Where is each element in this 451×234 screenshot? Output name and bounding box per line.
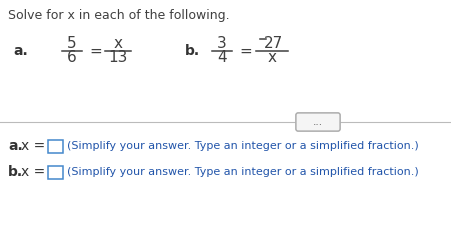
Text: (Simplify your answer. Type an integer or a simplified fraction.): (Simplify your answer. Type an integer o… bbox=[67, 141, 418, 151]
FancyBboxPatch shape bbox=[295, 113, 339, 131]
Text: 5: 5 bbox=[67, 37, 77, 51]
Text: ...: ... bbox=[312, 117, 322, 127]
Text: (Simplify your answer. Type an integer or a simplified fraction.): (Simplify your answer. Type an integer o… bbox=[67, 167, 418, 177]
FancyBboxPatch shape bbox=[48, 165, 63, 179]
Text: 3: 3 bbox=[216, 37, 226, 51]
Text: x =: x = bbox=[21, 139, 45, 153]
Text: a.: a. bbox=[13, 44, 28, 58]
Text: x: x bbox=[267, 51, 276, 66]
Text: 27: 27 bbox=[264, 37, 283, 51]
Text: b.: b. bbox=[8, 165, 23, 179]
Text: x =: x = bbox=[21, 165, 45, 179]
Text: 13: 13 bbox=[108, 51, 127, 66]
Text: b.: b. bbox=[184, 44, 199, 58]
Text: x: x bbox=[113, 37, 122, 51]
Text: 4: 4 bbox=[217, 51, 226, 66]
FancyBboxPatch shape bbox=[48, 139, 63, 153]
Text: Solve for x in each of the following.: Solve for x in each of the following. bbox=[8, 9, 229, 22]
Text: =: = bbox=[89, 44, 102, 58]
Text: =: = bbox=[239, 44, 252, 58]
Text: a.: a. bbox=[8, 139, 23, 153]
Text: 6: 6 bbox=[67, 51, 77, 66]
FancyBboxPatch shape bbox=[295, 113, 339, 131]
